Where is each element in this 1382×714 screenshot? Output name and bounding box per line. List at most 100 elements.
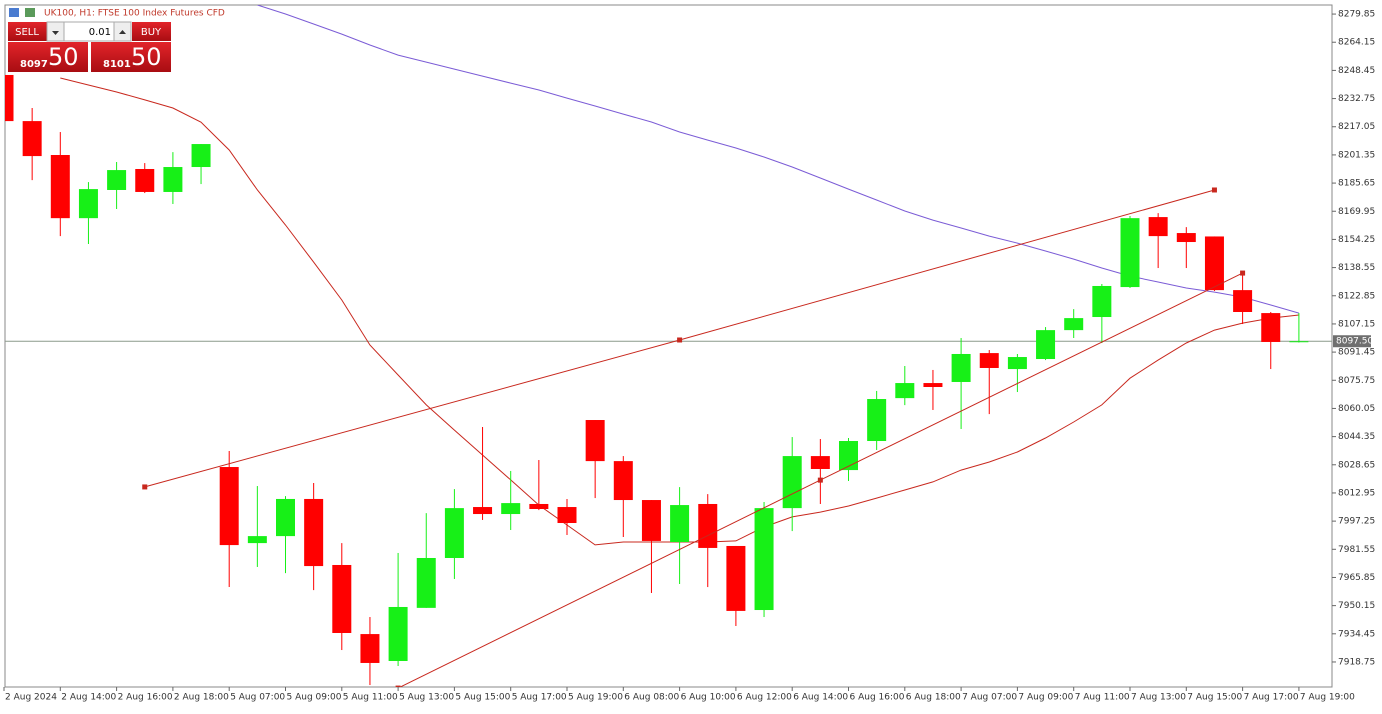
- y-tick-label: 8217.05: [1338, 122, 1375, 132]
- candle-body: [1064, 318, 1084, 331]
- candle-body: [1092, 285, 1112, 318]
- candle-body: [698, 503, 718, 548]
- x-tick-label: 7 Aug 19:00: [1300, 693, 1355, 703]
- candle-body: [276, 498, 295, 537]
- x-tick-label: 7 Aug 13:00: [1131, 693, 1186, 703]
- trendline-handle: [1211, 187, 1217, 193]
- candle-body: [1007, 357, 1027, 370]
- candle-body: [219, 467, 239, 546]
- x-tick-label: 2 Aug 18:00: [174, 693, 229, 703]
- candle-body: [50, 155, 70, 219]
- buy-price: 8101: [103, 59, 131, 70]
- x-tick-label: 6 Aug 08:00: [624, 693, 679, 703]
- candle-body: [1148, 217, 1168, 237]
- trendline-handle: [817, 477, 823, 483]
- candle-body: [782, 456, 802, 509]
- candle-body: [191, 144, 211, 168]
- candle-body: [867, 399, 887, 442]
- x-tick-label: 6 Aug 14:00: [793, 693, 848, 703]
- y-tick-label: 7981.55: [1338, 545, 1375, 555]
- x-tick-label: 5 Aug 17:00: [512, 693, 567, 703]
- icon: [9, 8, 19, 17]
- y-tick-label: 8091.45: [1338, 348, 1375, 358]
- symbol-title: UK100, H1: FTSE 100 Index Futures CFD: [44, 9, 225, 19]
- candle-body: [1261, 313, 1281, 342]
- y-tick-label: 8138.55: [1338, 263, 1375, 273]
- candle-body: [641, 500, 661, 541]
- y-tick-label: 8028.65: [1338, 460, 1375, 470]
- candle-body: [360, 634, 380, 663]
- sell-price-box[interactable]: [8, 42, 88, 72]
- y-tick-label: 8169.95: [1338, 207, 1375, 217]
- candle-body: [78, 189, 98, 219]
- candle-body: [1036, 330, 1056, 360]
- x-tick-label: 2 Aug 16:00: [118, 693, 173, 703]
- trendline-handle: [1240, 270, 1246, 276]
- candle-body: [22, 121, 42, 157]
- y-tick-label: 8154.25: [1338, 235, 1375, 245]
- arrow-down: [52, 31, 59, 35]
- x-tick-label: 6 Aug 16:00: [850, 693, 905, 703]
- y-tick-label: 8279.85: [1338, 10, 1375, 20]
- candle-body: [923, 383, 943, 387]
- x-tick-label: 7 Aug 11:00: [1075, 693, 1130, 703]
- candle-body: [388, 606, 408, 661]
- buy-price-box[interactable]: [91, 42, 171, 72]
- candle-body: [1233, 290, 1253, 312]
- arrow-up: [119, 30, 126, 34]
- y-tick-label: 8185.65: [1338, 179, 1375, 189]
- x-tick-label: 6 Aug 10:00: [681, 693, 736, 703]
- candle-body: [1204, 236, 1224, 291]
- candle-body: [951, 353, 971, 382]
- axes: 8279.85 8264.15 8248.45 8232.75 8217.05 8201.…: [3, 10, 1375, 703]
- header: UK100, H1: FTSE 100 Index Futures CFD: [9, 8, 225, 19]
- sell-button[interactable]: [8, 22, 47, 41]
- x-tick-label: 7 Aug 09:00: [1018, 693, 1073, 703]
- candle-body: [332, 564, 352, 633]
- buy-pips: 50: [131, 43, 162, 71]
- x-tick-label: 5 Aug 11:00: [343, 693, 398, 703]
- y-tick-label: 8060.05: [1338, 404, 1375, 414]
- icon: [25, 8, 35, 17]
- candle-body: [557, 507, 577, 524]
- trade-panel: SELL 0.01 BUY 8097 50 8101 50: [8, 21, 171, 72]
- candle-body: [839, 441, 858, 471]
- y-tick-label: 7918.75: [1338, 657, 1375, 667]
- candle-body: [107, 170, 127, 190]
- buy-label[interactable]: BUY: [141, 27, 162, 38]
- y-tick-label: 8232.75: [1338, 94, 1375, 104]
- x-tick-label: 5 Aug 15:00: [455, 693, 510, 703]
- sell-label[interactable]: SELL: [15, 27, 39, 38]
- candle-body: [1176, 233, 1196, 243]
- x-tick-label: 7 Aug 07:00: [962, 693, 1017, 703]
- candle-body: [501, 503, 521, 515]
- candle-body: [444, 508, 464, 558]
- candle-body: [810, 456, 830, 469]
- x-tick-label: 5 Aug 09:00: [287, 693, 342, 703]
- lot-value[interactable]: 0.01: [89, 27, 111, 38]
- candle-body: [529, 503, 549, 510]
- candle-body: [416, 557, 436, 608]
- current-price-label: 8097.50: [1336, 337, 1373, 347]
- candle-body: [1289, 341, 1309, 343]
- y-tick-label: 8044.35: [1338, 432, 1375, 442]
- x-tick-label: 2 Aug 2024: [5, 693, 57, 703]
- current-price-tag: [1333, 335, 1371, 348]
- trendline-handle: [395, 685, 401, 687]
- y-tick-label: 8264.15: [1338, 38, 1375, 48]
- y-tick-label: 8122.85: [1338, 291, 1375, 301]
- plot-area: [5, 5, 1332, 687]
- y-tick-label: 8012.95: [1338, 488, 1375, 498]
- candle-body: [585, 420, 605, 462]
- candle-body: [754, 508, 774, 611]
- y-tick-label: 8075.75: [1338, 376, 1375, 386]
- candle-body: [1120, 218, 1140, 288]
- candle-body: [135, 168, 155, 192]
- trendline-handle: [677, 337, 683, 343]
- candle-body: [670, 505, 690, 543]
- buy-button[interactable]: [132, 22, 171, 41]
- candle-body: [726, 545, 746, 611]
- x-tick-label: 7 Aug 17:00: [1244, 693, 1299, 703]
